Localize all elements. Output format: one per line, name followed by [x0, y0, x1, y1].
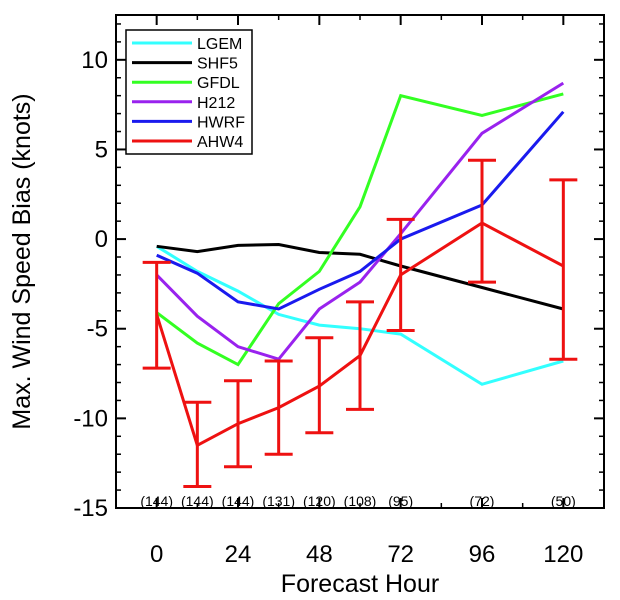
- legend-label-shf5: SHF5: [197, 56, 238, 73]
- series-layer: [142, 81, 578, 488]
- plot-area: (144)(144)(144)(131)(120)(108)(95)(72)(5…: [140, 493, 575, 509]
- series-line-hwrf: [156, 110, 565, 311]
- legend-label-hwrf: HWRF: [197, 114, 245, 131]
- sample-count-label: (144): [181, 493, 214, 509]
- y-tick-label: -5: [87, 316, 108, 343]
- legend-label-ahw4: AHW4: [197, 134, 243, 151]
- series-line-gfdl: [155, 92, 564, 367]
- x-tick-label: 72: [387, 541, 414, 568]
- y-tick-label: 10: [81, 47, 108, 74]
- y-tick-label: -10: [73, 405, 108, 432]
- x-axis-title: Forecast Hour: [281, 570, 439, 598]
- series-line-lgem: [155, 245, 564, 386]
- sample-count-label: (108): [344, 493, 377, 509]
- y-tick-label: -15: [73, 495, 108, 522]
- x-tick-label: 120: [543, 541, 583, 568]
- series-line-shf5: [156, 242, 564, 311]
- sample-count-label: (131): [262, 493, 295, 509]
- x-tick-label: 0: [150, 541, 163, 568]
- legend-label-lgem: LGEM: [197, 36, 242, 53]
- series-line-h212: [155, 81, 565, 361]
- y-axis-title: Max. Wind Speed Bias (knots): [8, 93, 36, 429]
- y-tick-label: 0: [95, 226, 108, 253]
- legend-label-gfdl: GFDL: [197, 75, 240, 92]
- axes: -15 -10 -5 0 5 10 0 24 48 72 96 120: [73, 14, 605, 568]
- x-tick-label: 24: [225, 541, 252, 568]
- legend-box: [125, 29, 253, 155]
- x-tick-label: 48: [306, 541, 333, 568]
- legend: LGEM SHF5 GFDL H212 HWRF AHW4: [125, 29, 253, 155]
- y-tick-label: 5: [95, 136, 108, 163]
- legend-label-h212: H212: [197, 95, 235, 112]
- x-tick-label: 96: [469, 541, 496, 568]
